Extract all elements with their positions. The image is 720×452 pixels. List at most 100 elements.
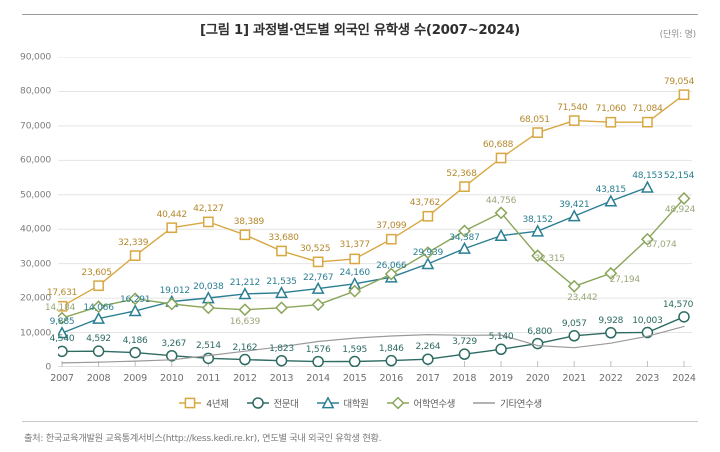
- circle-marker: [312, 355, 324, 367]
- circle-marker: [495, 343, 507, 356]
- x-axis-tick-label: 2015: [342, 373, 367, 384]
- triangle-marker: [316, 397, 339, 409]
- diamond-marker: [92, 300, 106, 314]
- square-marker: [166, 222, 178, 234]
- legend-item-기타연수생[interactable]: 기타연수생: [472, 396, 542, 410]
- diamond-marker: [128, 292, 142, 306]
- x-axis-tick-label: 2012: [233, 373, 257, 384]
- legend-item-어학연수생[interactable]: 어학연수생: [386, 396, 456, 410]
- circle-marker: [246, 397, 269, 409]
- y-axis-tick-label: 40,000: [20, 223, 51, 235]
- triangle-marker: [531, 224, 545, 237]
- legend-label: 어학연수생: [413, 399, 456, 410]
- y-axis-tick-label: 10,000: [20, 327, 51, 339]
- x-axis-tick-label: 2009: [123, 373, 147, 384]
- circle-marker: [129, 346, 141, 359]
- circle-marker: [275, 354, 288, 367]
- x-axis-tick-label: 2014: [306, 373, 330, 384]
- square-marker: [349, 253, 361, 265]
- series-line-기타연수생: [61, 325, 685, 364]
- triangle-marker: [128, 304, 142, 317]
- circle-marker: [678, 311, 690, 323]
- x-axis-tick-label: 2013: [269, 373, 294, 384]
- square-marker: [605, 116, 617, 128]
- y-axis-tick-label: 60,000: [20, 154, 51, 166]
- circle-marker: [58, 345, 68, 358]
- series-line-4년제: [61, 94, 685, 307]
- circle-marker: [531, 337, 544, 350]
- square-marker: [129, 250, 141, 261]
- diamond-marker: [677, 192, 691, 205]
- x-axis-tick-label: 2016: [379, 373, 404, 384]
- top-divider: [22, 14, 698, 15]
- y-axis-tick-label: 30,000: [20, 258, 51, 270]
- x-axis-tick-label: 2017: [416, 373, 440, 384]
- legend-item-4년제[interactable]: 4년제: [178, 396, 229, 410]
- circle-marker: [605, 327, 617, 339]
- legend-item-전문대[interactable]: 전문대: [246, 396, 299, 410]
- triangle-marker: [567, 209, 581, 222]
- square-marker: [385, 233, 397, 245]
- square-marker: [276, 245, 287, 257]
- legend-label: 기타연수생: [500, 399, 542, 410]
- x-axis-tick-label: 2024: [672, 373, 696, 384]
- x-axis-tick-label: 2007: [50, 373, 74, 384]
- diamond-marker: [201, 301, 215, 315]
- diamond-marker: [348, 284, 362, 298]
- circle-marker: [458, 348, 471, 360]
- x-axis-tick-label: 2022: [599, 373, 623, 384]
- triangle-marker: [58, 326, 69, 339]
- x-axis-tick-label: 2010: [159, 373, 184, 384]
- legend-item-대학원[interactable]: 대학원: [316, 396, 369, 410]
- x-axis-tick-label: 2008: [86, 373, 111, 384]
- x-axis-tick-label: 2020: [525, 373, 550, 384]
- square-marker: [93, 280, 104, 292]
- diamond-marker: [531, 249, 545, 263]
- triangle-marker: [458, 241, 471, 254]
- series-line-전문대: [61, 316, 685, 363]
- diamond-marker: [604, 266, 618, 280]
- diamond-marker: [165, 297, 179, 311]
- x-axis-tick-label: 2023: [635, 373, 660, 384]
- diamond-marker: [391, 397, 404, 409]
- diamond-marker: [458, 224, 471, 238]
- x-axis-tick-label: 2021: [562, 373, 587, 384]
- y-axis-tick-label: 20,000: [20, 292, 51, 304]
- diamond-marker: [386, 397, 409, 409]
- square-marker: [532, 127, 543, 138]
- circle-marker: [422, 353, 434, 365]
- square-marker: [239, 229, 251, 241]
- square-marker: [642, 116, 653, 128]
- unit-label: (단위: 명): [659, 30, 697, 40]
- circle-marker: [239, 353, 251, 366]
- triangle-marker: [421, 257, 435, 270]
- plot-area: 0 10,000 20,000 30,000 40,000 50,000 60,000 70,…: [20, 52, 696, 385]
- triangle-marker: [604, 194, 618, 207]
- triangle-marker: [92, 311, 106, 324]
- square-marker: [203, 216, 214, 228]
- chart-title: [그림 1] 과정별·연도별 외국인 유학생 수(2007~2024): [200, 23, 520, 38]
- legend-label: 4년제: [206, 399, 229, 410]
- y-axis-tick-label: 90,000: [20, 51, 51, 63]
- diamond-marker: [238, 303, 252, 317]
- triangle-marker: [494, 228, 508, 241]
- diamond-marker: [640, 232, 654, 246]
- diamond-marker: [421, 246, 435, 260]
- diamond-marker: [275, 301, 288, 315]
- square-marker: [495, 152, 507, 164]
- chart-canvas: [58, 57, 692, 367]
- chart-legend: 4년제 전문대 대학원 어학연수생 기타연수생: [0, 396, 720, 410]
- square-marker: [58, 300, 68, 312]
- square-marker: [184, 397, 196, 409]
- circle-marker: [385, 354, 398, 367]
- y-axis-tick-label: 50,000: [20, 189, 51, 201]
- square-marker: [312, 256, 324, 268]
- diamond-marker: [384, 267, 398, 281]
- y-axis-tick-label: 80,000: [20, 85, 51, 97]
- circle-marker: [348, 355, 361, 367]
- series-line-어학연수생: [61, 197, 685, 319]
- diamond-marker: [494, 206, 508, 220]
- legend-label: 전문대: [273, 399, 299, 410]
- square-marker: [459, 181, 470, 192]
